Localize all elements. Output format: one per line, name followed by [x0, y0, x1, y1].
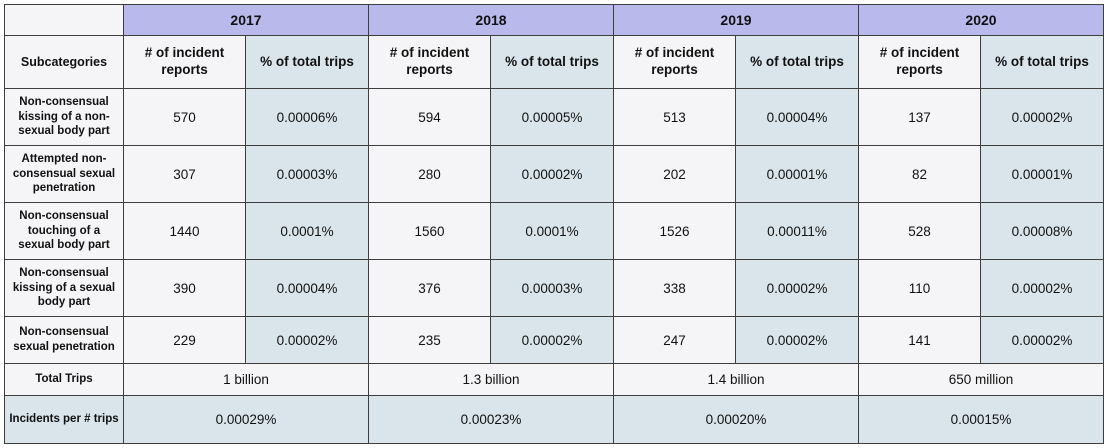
pct-cell: 0.0001%	[245, 202, 369, 260]
reports-cell: 390	[123, 259, 246, 317]
reports-cell: 229	[123, 316, 246, 364]
subcategory-label: Non-consensual touching of a sexual body…	[4, 202, 124, 260]
pct-cell: 0.00008%	[980, 202, 1104, 260]
total-trips-value: 1.4 billion	[613, 363, 859, 396]
subcategory-label: Non-consensual kissing of a non-sexual b…	[4, 88, 124, 146]
table-row: Non-consensual touching of a sexual body…	[4, 202, 1104, 260]
pct-cell: 0.00002%	[980, 259, 1104, 317]
year-header-row: 2017 2018 2019 2020	[4, 4, 1104, 36]
pct-cell: 0.00004%	[735, 88, 859, 146]
reports-cell: 513	[613, 88, 736, 146]
reports-cell: 235	[368, 316, 491, 364]
subcategory-label: Attempted non-consensual sexual penetrat…	[4, 145, 124, 203]
pct-cell: 0.00002%	[490, 145, 614, 203]
incidents-rate-value: 0.00020%	[613, 395, 859, 444]
reports-cell: 594	[368, 88, 491, 146]
table-row: Attempted non-consensual sexual penetrat…	[4, 145, 1104, 203]
pct-cell: 0.00001%	[980, 145, 1104, 203]
pct-cell: 0.00004%	[245, 259, 369, 317]
reports-cell: 82	[858, 145, 981, 203]
reports-cell: 1526	[613, 202, 736, 260]
col-header-pct: % of total trips	[980, 35, 1104, 89]
reports-cell: 338	[613, 259, 736, 317]
table-row: Non-consensual kissing of a sexual body …	[4, 259, 1104, 317]
table-row: Non-consensual sexual penetration 229 0.…	[4, 316, 1104, 364]
col-header-pct: % of total trips	[245, 35, 369, 89]
total-trips-value: 650 million	[858, 363, 1104, 396]
reports-cell: 280	[368, 145, 491, 203]
column-header-row: Subcategories # of incident reports % of…	[4, 35, 1104, 89]
pct-cell: 0.00002%	[490, 316, 614, 364]
reports-cell: 570	[123, 88, 246, 146]
pct-cell: 0.00001%	[735, 145, 859, 203]
pct-cell: 0.00002%	[980, 88, 1104, 146]
col-header-reports: # of incident reports	[613, 35, 736, 89]
pct-cell: 0.00005%	[490, 88, 614, 146]
reports-cell: 202	[613, 145, 736, 203]
reports-cell: 247	[613, 316, 736, 364]
reports-cell: 1440	[123, 202, 246, 260]
corner-cell	[4, 4, 124, 36]
year-header: 2018	[368, 4, 614, 36]
incidents-rate-value: 0.00029%	[123, 395, 369, 444]
incident-report-table: 2017 2018 2019 2020 Subcategories # of i…	[4, 4, 1104, 444]
pct-cell: 0.00002%	[735, 316, 859, 364]
incidents-rate-row: Incidents per # trips 0.00029% 0.00023% …	[4, 395, 1104, 444]
reports-cell: 376	[368, 259, 491, 317]
col-header-reports: # of incident reports	[123, 35, 246, 89]
year-header: 2020	[858, 4, 1104, 36]
reports-cell: 110	[858, 259, 981, 317]
reports-cell: 528	[858, 202, 981, 260]
pct-cell: 0.00011%	[735, 202, 859, 260]
incidents-rate-value: 0.00015%	[858, 395, 1104, 444]
pct-cell: 0.0001%	[490, 202, 614, 260]
col-header-reports: # of incident reports	[368, 35, 491, 89]
subcategory-label: Non-consensual kissing of a sexual body …	[4, 259, 124, 317]
table-row: Non-consensual kissing of a non-sexual b…	[4, 88, 1104, 146]
reports-cell: 307	[123, 145, 246, 203]
col-header-pct: % of total trips	[490, 35, 614, 89]
pct-cell: 0.00003%	[490, 259, 614, 317]
total-trips-row: Total Trips 1 billion 1.3 billion 1.4 bi…	[4, 363, 1104, 396]
reports-cell: 141	[858, 316, 981, 364]
incidents-rate-label: Incidents per # trips	[4, 395, 124, 444]
subcategory-label: Non-consensual sexual penetration	[4, 316, 124, 364]
year-header: 2017	[123, 4, 369, 36]
col-header-pct: % of total trips	[735, 35, 859, 89]
pct-cell: 0.00002%	[245, 316, 369, 364]
incidents-rate-value: 0.00023%	[368, 395, 614, 444]
reports-cell: 137	[858, 88, 981, 146]
subcategories-header: Subcategories	[4, 35, 124, 89]
pct-cell: 0.00002%	[735, 259, 859, 317]
reports-cell: 1560	[368, 202, 491, 260]
total-trips-value: 1.3 billion	[368, 363, 614, 396]
pct-cell: 0.00006%	[245, 88, 369, 146]
col-header-reports: # of incident reports	[858, 35, 981, 89]
pct-cell: 0.00002%	[980, 316, 1104, 364]
total-trips-label: Total Trips	[4, 363, 124, 396]
year-header: 2019	[613, 4, 859, 36]
pct-cell: 0.00003%	[245, 145, 369, 203]
total-trips-value: 1 billion	[123, 363, 369, 396]
